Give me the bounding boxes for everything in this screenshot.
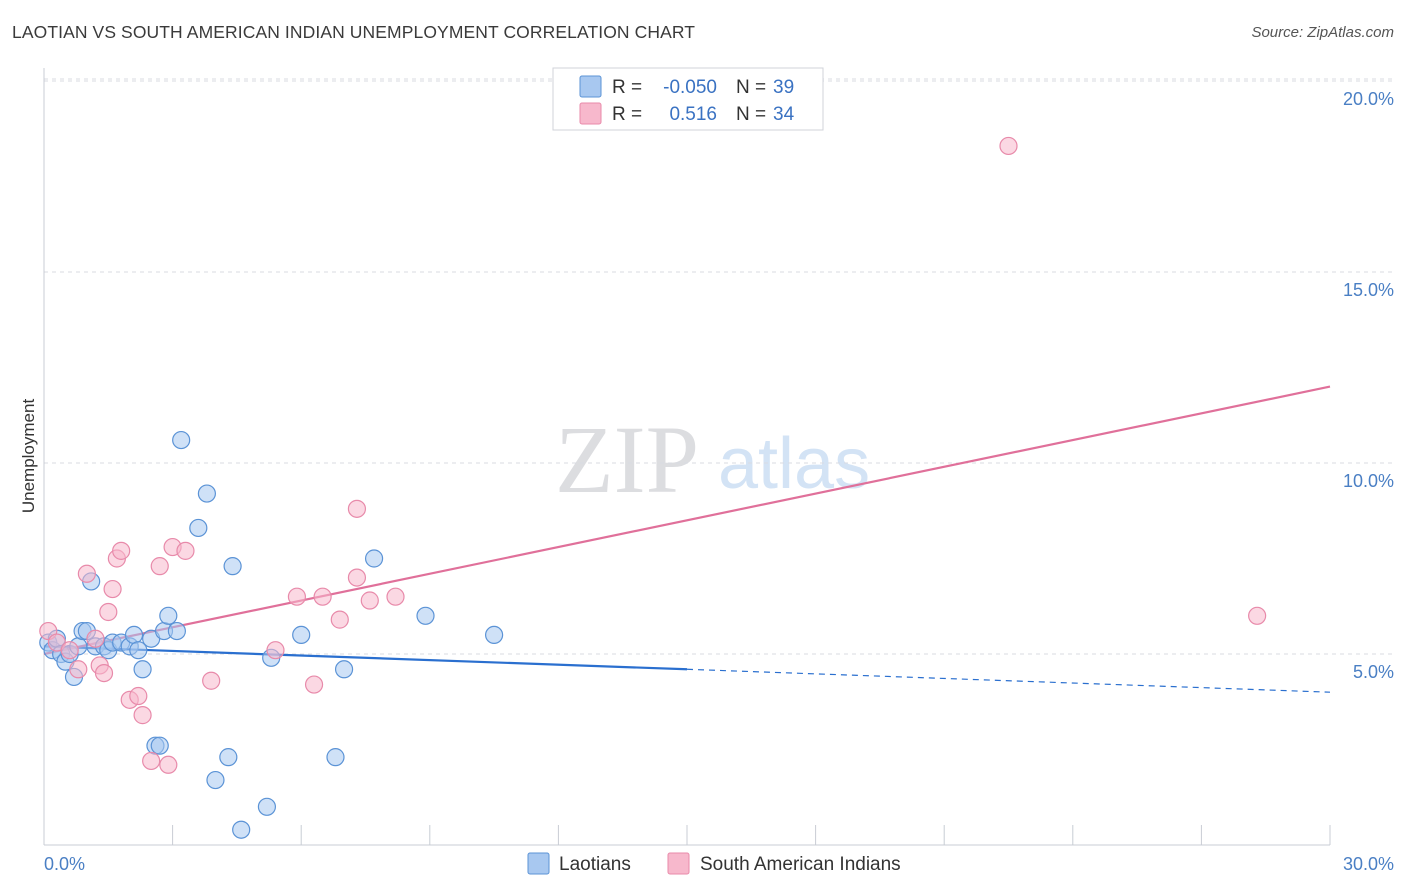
- point-laotians-17: [124, 625, 144, 645]
- point-south-american-indians-8: [99, 602, 118, 622]
- legend-r-label-2: R =: [612, 104, 642, 125]
- trend-lines: [43, 385, 1331, 693]
- point-laotians-27: [189, 518, 208, 538]
- point-laotians-36: [326, 748, 345, 767]
- y-tick-label-10: 10.0%: [1343, 471, 1394, 491]
- point-laotians-35: [292, 625, 311, 645]
- point-south-american-indians-28: [360, 591, 379, 610]
- y-tick-label-15: 15.0%: [1343, 280, 1394, 300]
- point-laotians-18: [129, 641, 148, 660]
- point-south-american-indians-29: [386, 587, 405, 606]
- legend-swatch-laotians: [579, 75, 602, 98]
- point-south-american-indians-11: [112, 541, 131, 560]
- point-south-american-indians-26: [347, 499, 367, 518]
- point-south-american-indians-4: [77, 564, 96, 583]
- point-laotians-28: [197, 484, 216, 503]
- data-points: [39, 136, 1267, 839]
- watermark-atlas: atlas: [718, 424, 870, 504]
- legend-r-label-1: R =: [612, 77, 642, 98]
- legend-series: Laotians South American Indians: [527, 852, 901, 875]
- point-south-american-indians-31: [1248, 606, 1267, 625]
- bottom-legend-label-laotians: Laotians: [559, 854, 631, 875]
- point-laotians-32: [232, 820, 251, 839]
- point-laotians-19: [133, 660, 152, 679]
- point-south-american-indians-5: [86, 629, 105, 648]
- legend-n-value-2: 34: [773, 104, 795, 125]
- watermark-zip: ZIP: [555, 406, 699, 513]
- point-south-american-indians-2: [60, 641, 79, 660]
- chart-source: Source: ZipAtlas.com: [1251, 24, 1394, 41]
- legend-n-label-2: N =: [736, 104, 766, 125]
- point-south-american-indians-20: [202, 671, 221, 690]
- point-south-american-indians-30: [999, 136, 1018, 156]
- point-laotians-37: [334, 660, 354, 679]
- x-tick-label-min: 0.0%: [44, 854, 85, 874]
- x-tick-label-max: 30.0%: [1343, 854, 1394, 874]
- point-laotians-30: [219, 748, 238, 767]
- point-laotians-40: [485, 625, 504, 645]
- point-south-american-indians-9: [103, 579, 122, 599]
- y-axis-label: Unemployment: [19, 399, 38, 514]
- point-south-american-indians-13: [129, 686, 148, 706]
- y-tick-label-20: 20.0%: [1343, 89, 1394, 109]
- trend-line-extension-laotians: [686, 668, 1331, 693]
- gridlines: [44, 78, 1392, 655]
- y-tick-label-5: 5.0%: [1353, 662, 1394, 682]
- legend-swatch-south-american-indians: [579, 102, 602, 125]
- point-laotians-22: [150, 736, 169, 755]
- point-south-american-indians-14: [133, 706, 152, 725]
- point-laotians-24: [159, 606, 178, 625]
- point-south-american-indians-25: [330, 610, 349, 629]
- point-south-american-indians-7: [94, 663, 114, 683]
- trend-line-laotians: [43, 645, 688, 671]
- point-south-american-indians-17: [159, 755, 178, 774]
- legend-r-value-2: 0.516: [669, 104, 717, 125]
- bottom-legend-label-south-american-indians: South American Indians: [700, 854, 901, 875]
- point-laotians-39: [416, 606, 435, 625]
- point-south-american-indians-15: [142, 751, 161, 771]
- point-south-american-indians-21: [266, 641, 285, 660]
- point-laotians-29: [206, 770, 225, 790]
- legend-stats: R = -0.050 N = 39 R = 0.516 N = 34: [552, 67, 824, 131]
- watermark: ZIP atlas: [555, 406, 870, 513]
- legend-n-label-1: N =: [736, 77, 766, 98]
- point-south-american-indians-3: [69, 660, 88, 679]
- point-south-american-indians-19: [176, 541, 195, 560]
- legend-r-value-1: -0.050: [663, 77, 717, 98]
- trend-line-south-american-indians: [43, 385, 1331, 656]
- chart-title: LAOTIAN VS SOUTH AMERICAN INDIAN UNEMPLO…: [12, 22, 696, 42]
- bottom-legend-swatch-laotians: [527, 852, 550, 875]
- point-laotians-26: [172, 430, 191, 450]
- point-laotians-38: [364, 549, 384, 568]
- point-south-american-indians-16: [150, 557, 169, 576]
- point-south-american-indians-22: [287, 587, 307, 606]
- point-south-american-indians-24: [313, 587, 332, 606]
- point-laotians-31: [223, 557, 242, 576]
- point-laotians-25: [167, 621, 186, 641]
- point-south-american-indians-27: [347, 568, 367, 587]
- legend-n-value-1: 39: [773, 77, 794, 98]
- axes: 5.0% 10.0% 15.0% 20.0%: [43, 68, 1394, 846]
- point-laotians-33: [257, 797, 277, 816]
- bottom-legend-swatch-south-american-indians: [667, 852, 690, 875]
- point-south-american-indians-23: [304, 675, 324, 694]
